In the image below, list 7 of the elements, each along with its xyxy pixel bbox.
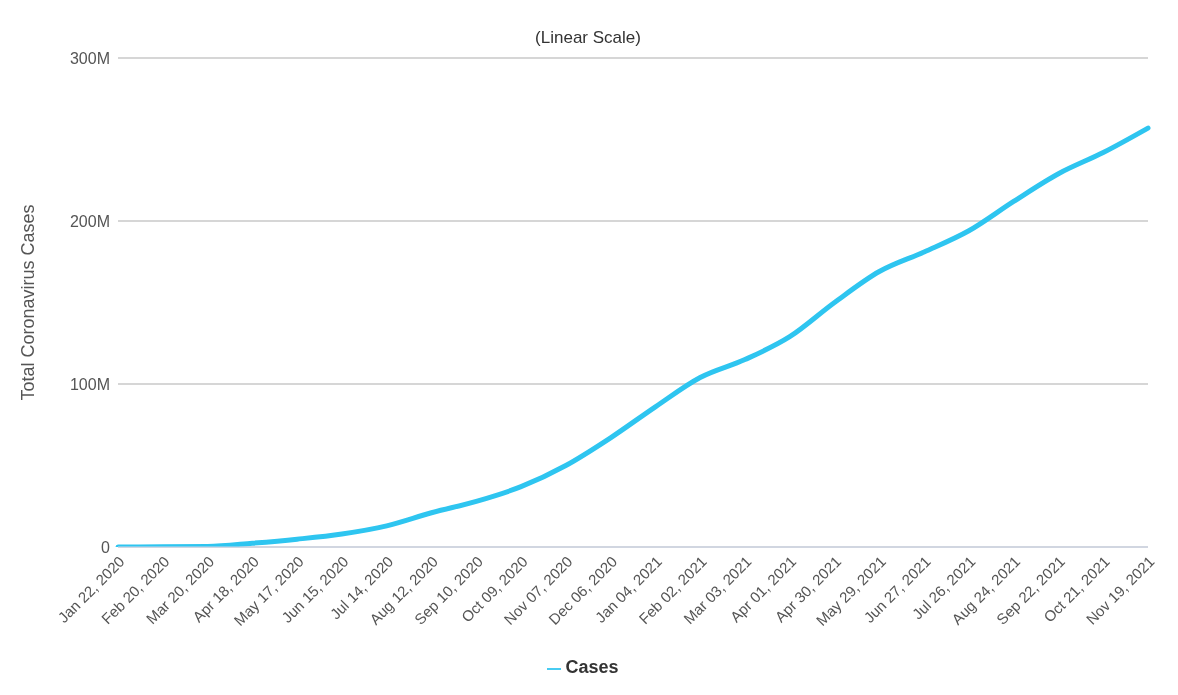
y-tick-label: 300M xyxy=(69,49,110,67)
y-tick-label: 200M xyxy=(69,212,110,230)
y-tick-label: 100M xyxy=(69,375,110,393)
chart-title: (Linear Scale) xyxy=(534,27,642,48)
legend-label: Cases xyxy=(565,657,619,677)
y-tick-label: 0 xyxy=(101,538,111,556)
y-axis-title: Total Coronavirus Cases xyxy=(18,204,39,401)
